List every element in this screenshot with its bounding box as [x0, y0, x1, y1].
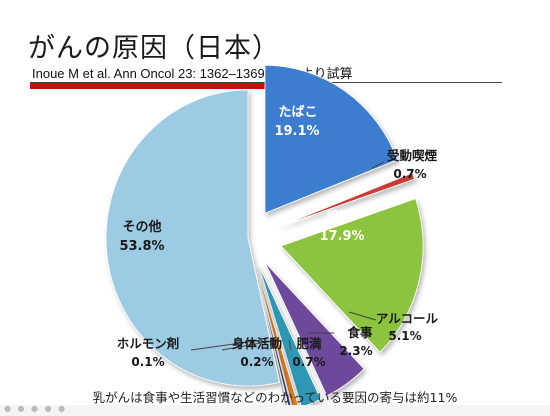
slice-label-8: ホルモン剤 — [117, 336, 180, 351]
slice-value-8: 0.1% — [131, 355, 164, 369]
slice-value-7: 0.2% — [240, 355, 273, 369]
slice-value-2: 0.7% — [393, 167, 426, 181]
pie-slice-2 — [279, 172, 416, 227]
slice-value-1: 19.1% — [274, 124, 319, 139]
leader-line-4 — [348, 311, 377, 321]
slice-label-7: 身体活動 — [232, 336, 282, 351]
slice-label-9: その他 — [122, 219, 161, 235]
page-title: がんの原因（日本） — [28, 33, 280, 64]
leader-line-2 — [371, 161, 385, 169]
slice-value-3: 17.9% — [319, 229, 364, 244]
pie-slice-1 — [264, 64, 398, 214]
footnote-caption: 乳がんは食事や生活習慣などのわかっている要因の寄与は約11% — [92, 390, 458, 405]
slide-controls: ● ● ● ● ● — [4, 404, 68, 413]
slice-label-2: 受動喫煙 — [387, 148, 438, 163]
slice-value-9: 53.8% — [119, 239, 164, 254]
slide-toolbar — [0, 405, 550, 416]
slice-value-5: 2.3% — [339, 344, 372, 358]
slice-label-5: 食事 — [346, 325, 373, 340]
slice-value-6: 0.7% — [292, 355, 325, 369]
title-accent-bar — [30, 83, 298, 89]
leader-line-8 — [190, 339, 263, 351]
pie-slice-4 — [264, 262, 365, 397]
slice-label-4: アルコール — [376, 311, 439, 326]
slice-label-3: 感染 — [326, 209, 353, 225]
slice-label-6: 肥満 — [296, 336, 322, 351]
slice-label-1: たばこ — [278, 105, 317, 120]
leader-line-7 — [221, 339, 279, 351]
leader-line-6 — [288, 339, 292, 351]
slice-value-4: 5.1% — [388, 329, 421, 343]
pie-slice-9 — [105, 89, 280, 387]
pie-slice-3 — [280, 198, 424, 353]
